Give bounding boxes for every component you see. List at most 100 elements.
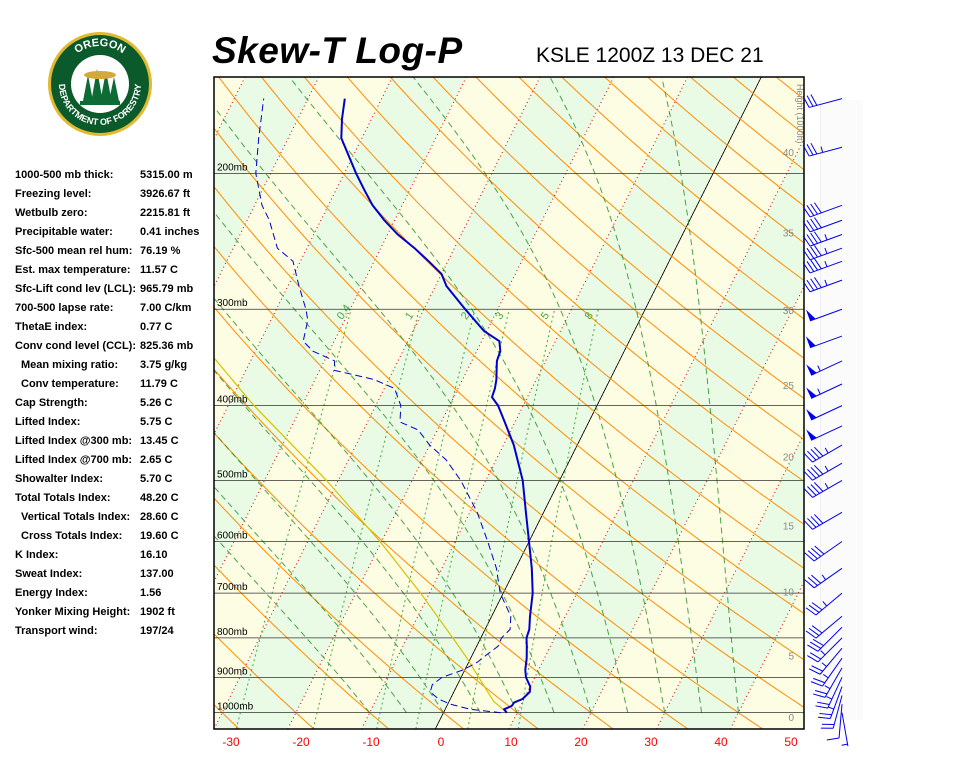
index-value: 5.75 C — [140, 416, 173, 428]
index-value: 5.26 C — [140, 397, 173, 409]
index-value: 28.60 C — [140, 511, 179, 523]
x-tick-label: 50 — [784, 735, 798, 749]
dewpoint-profile — [255, 98, 512, 714]
wind-barb — [807, 637, 843, 663]
index-row: Cap Strength: 5.26 C — [15, 394, 215, 413]
index-row: Energy Index: 1.56 — [15, 584, 215, 603]
wind-barb — [804, 567, 843, 589]
index-value: 48.20 C — [140, 492, 179, 504]
index-label: Cross Totals Index: — [21, 530, 123, 542]
index-label: Lifted Index: — [15, 416, 81, 428]
index-label: Transport wind: — [15, 625, 98, 637]
moist-adiabat — [214, 486, 407, 713]
wind-barb — [808, 647, 843, 675]
index-label: Lifted Index @700 mb: — [15, 454, 133, 466]
temperature-profile — [340, 98, 534, 714]
isobar-label: 300mb — [217, 298, 248, 309]
index-row: Cross Totals Index: 19.60 C — [15, 527, 215, 546]
index-label: Cap Strength: — [15, 397, 88, 409]
isotherm-band — [0, 77, 98, 729]
height-tick-label: 30 — [783, 306, 795, 317]
wind-barb — [806, 360, 843, 376]
index-value: 76.19 % — [140, 245, 181, 257]
index-value: 3.75 g/kg — [140, 359, 188, 371]
index-label: Yonker Mixing Height: — [15, 606, 131, 618]
isotherm-line — [0, 77, 24, 729]
height-tick-label: 0 — [788, 713, 794, 724]
plot-area: 0.4 1 2 3 5 8200mb300mb400mb500mb600mb700mb80… — [0, 77, 960, 729]
isobar-label: 700mb — [217, 582, 248, 593]
isotherm-line — [803, 727, 804, 729]
index-row: Freezing level: 3926.67 ft — [15, 185, 215, 204]
mixing-ratio-line — [517, 309, 599, 729]
wind-barb — [805, 335, 843, 349]
index-label: 700-500 lapse rate: — [15, 302, 114, 314]
mixing-ratio-label: 8 — [583, 310, 596, 322]
isotherm-line — [214, 77, 467, 583]
index-value: 5315.00 m — [140, 169, 193, 181]
index-row: Sfc-Lift cond lev (LCL): 965.79 mb — [15, 280, 215, 299]
index-label: Freezing level: — [15, 188, 92, 200]
index-value: 0.77 C — [140, 321, 173, 333]
index-label: Wetbulb zero: — [15, 207, 88, 219]
isobar-label: 400mb — [217, 395, 248, 406]
wind-barb — [815, 677, 843, 709]
mixing-ratio-label: 1 — [403, 310, 416, 322]
x-tick-label: 30 — [644, 735, 658, 749]
index-label: Sfc-Lift cond lev (LCL): — [15, 283, 136, 295]
isotherm-line — [214, 77, 246, 141]
index-value: 197/24 — [140, 625, 174, 637]
index-value: 1.56 — [140, 587, 162, 599]
index-value: 11.57 C — [140, 264, 178, 276]
stability-indices-panel: 1000-500 mb thick: 5315.00 m Freezing leve… — [15, 166, 215, 641]
moist-adiabat — [214, 431, 444, 713]
isotherm-line — [508, 137, 804, 729]
logo-trees-icon — [80, 69, 120, 105]
index-label: Precipitable water: — [15, 226, 113, 238]
wind-barb — [802, 258, 843, 274]
x-tick-label: -30 — [222, 735, 240, 749]
height-tick-label: 25 — [783, 381, 795, 392]
isotherm-band — [435, 77, 804, 729]
index-label: Est. max temperature: — [15, 264, 131, 276]
wind-barb — [806, 425, 843, 441]
index-value: 2.65 C — [140, 454, 173, 466]
x-tick-label: 20 — [574, 735, 588, 749]
station-time-label: KSLE 1200Z 13 DEC 21 — [536, 44, 764, 67]
index-label: ThetaE index: — [15, 321, 88, 333]
index-row: Lifted Index: 5.75 C — [15, 413, 215, 432]
wind-barb — [802, 217, 843, 233]
x-tick-label: -20 — [292, 735, 310, 749]
isotherm-band — [804, 77, 960, 729]
moist-adiabat — [289, 77, 629, 713]
isotherm-band — [361, 77, 762, 729]
wind-barb — [810, 657, 843, 687]
index-label: Showalter Index: — [15, 473, 104, 485]
index-label: Lifted Index @300 mb: — [15, 435, 133, 447]
wind-barb — [805, 615, 843, 639]
wind-barb — [803, 479, 843, 498]
isotherm-band — [0, 77, 171, 729]
wind-barb — [806, 405, 843, 421]
height-tick-label: 10 — [783, 588, 795, 599]
index-label: Vertical Totals Index: — [21, 511, 131, 523]
wind-barbs — [802, 94, 849, 747]
index-value: 13.45 C — [140, 435, 179, 447]
x-tick-label: 40 — [714, 735, 728, 749]
index-label: Conv cond level (CCL): — [15, 340, 137, 352]
isotherm-band — [582, 286, 804, 729]
mixing-ratio-label: 3 — [493, 310, 506, 322]
isotherm-line — [0, 77, 98, 729]
height-tick-label: 15 — [783, 521, 795, 532]
wind-barb — [806, 383, 843, 399]
isobar-label: 1000mb — [217, 702, 254, 713]
x-tick-label: -10 — [362, 735, 380, 749]
moist-adiabat — [549, 77, 702, 713]
wind-barb — [802, 277, 843, 293]
index-row: Showalter Index: 5.70 C — [15, 470, 215, 489]
index-label: K Index: — [15, 549, 59, 561]
index-value: 0.41 inches — [140, 226, 200, 238]
isotherm-band — [214, 77, 245, 139]
isotherm-line — [214, 77, 541, 729]
index-value: 7.00 C/km — [140, 302, 192, 314]
